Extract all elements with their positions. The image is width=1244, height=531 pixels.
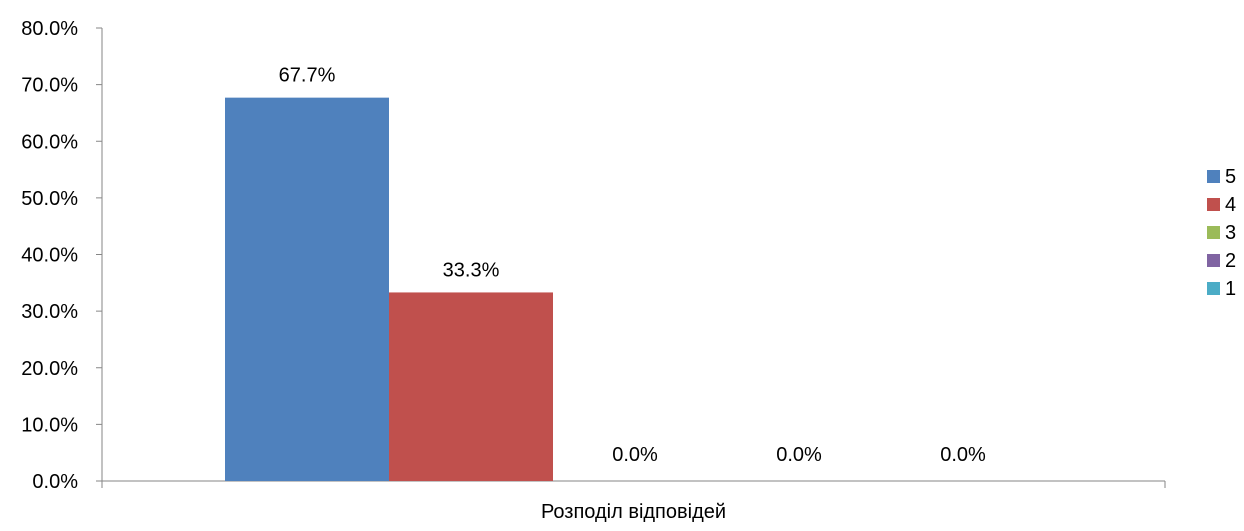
y-tick-label: 40.0% [21,245,78,267]
legend-label-5: 5 [1225,166,1236,188]
data-labels: 67.7% 33.3% 0.0% 0.0% 0.0% [279,65,986,466]
y-tick-label: 60.0% [21,131,78,153]
y-tick-label: 10.0% [21,414,78,436]
legend-label-3: 3 [1225,222,1236,244]
legend-label-4: 4 [1225,194,1236,216]
legend-swatch-1 [1207,282,1220,295]
data-label-series-3: 0.0% [612,444,658,466]
legend-swatch-5 [1207,170,1220,183]
legend-swatch-4 [1207,198,1220,211]
x-category-label: Розподіл відповідей [541,501,726,523]
y-tick-label: 50.0% [21,188,78,210]
y-tick-label: 20.0% [21,358,78,380]
data-label-series-5: 67.7% [279,65,336,87]
legend-label-1: 1 [1225,278,1236,300]
y-tick-label: 30.0% [21,301,78,323]
x-axis: Розподіл відповідей [101,480,1166,523]
y-tick-label: 70.0% [21,75,78,97]
y-axis: 0.0% 10.0% 20.0% 30.0% 40.0% 50.0% 60.0% 70.0% 8… [21,18,103,493]
legend: 5 4 3 2 1 [1207,166,1236,300]
data-label-series-1: 0.0% [940,444,986,466]
legend-label-2: 2 [1225,250,1236,272]
legend-swatch-2 [1207,254,1220,267]
legend-swatch-3 [1207,226,1220,239]
bar-series-5 [225,97,389,482]
y-tick-label: 0.0% [32,471,78,493]
y-tick-label: 80.0% [21,18,78,40]
data-label-series-4: 33.3% [443,259,500,281]
data-label-series-2: 0.0% [776,444,822,466]
bar-series-4 [389,292,553,481]
bars [225,97,553,482]
